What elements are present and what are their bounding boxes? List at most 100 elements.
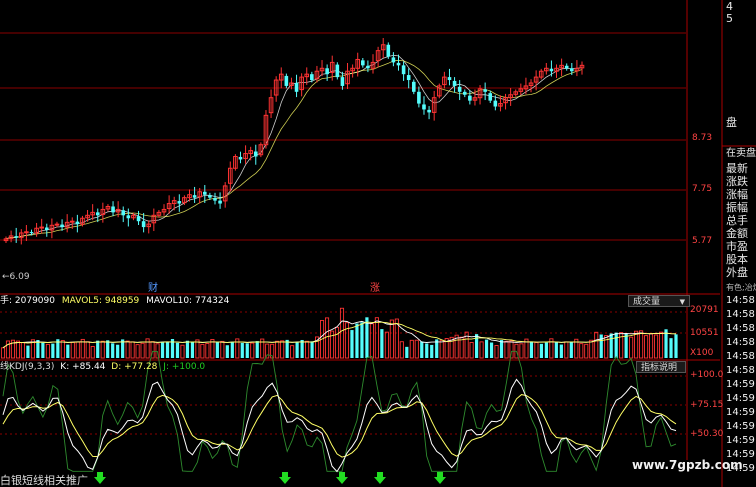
kdj-axis-label: +75.15 [690,400,724,410]
volume-bars[interactable] [0,307,678,359]
watermark: www.7gpzb.com [632,458,743,472]
candle-body [278,73,284,81]
candle-body [284,75,289,86]
candle-body [406,75,411,81]
candle-body [171,200,177,205]
candle-body [24,231,29,234]
indicator-help-button[interactable]: 指标说明 [636,361,686,373]
volume-bar [664,329,668,358]
volume-bar [155,343,160,359]
candlestick-series[interactable] [3,37,585,245]
volume-bar [0,347,6,359]
volume-bar [70,341,75,359]
candle-body [503,97,508,104]
volume-bar [145,338,150,359]
candle-body [447,77,452,81]
volume-bar [494,345,499,359]
candle-body [136,216,141,222]
promo-link[interactable]: 白银短线相关推广 [0,474,88,487]
sidebar-pan: 盘 [726,116,737,129]
volume-bar [519,343,524,359]
volume-bar [324,317,330,359]
candle-body [273,79,279,96]
volume-bar [56,339,60,358]
candle-body [472,97,478,101]
volume-bar [66,344,70,358]
sidebar-item-total-hands: 总手 [726,214,748,227]
candle-body [401,65,406,75]
volume-bar [75,341,80,359]
volume-bar [130,341,135,359]
finance-marker[interactable]: 财 [148,283,158,294]
candle-body [513,91,519,95]
candle-body [422,104,426,110]
candle-body [483,89,487,92]
candle-body [498,103,503,107]
candle-body [564,65,569,69]
kdj-k: K: +85.44 [60,362,106,372]
candle-body [248,150,253,155]
candle-body [299,76,304,91]
volume-bar [629,336,634,359]
candle-body [508,94,513,99]
volume-bar [290,345,295,359]
volume-bar [350,330,354,358]
volume-bar [369,323,374,359]
volume-bar [329,330,335,359]
volume-bar [504,340,509,359]
candle-body [574,67,580,72]
volume-bar [474,334,479,358]
volume-bar [574,338,579,359]
volume-bar [80,338,85,359]
volume-bar [20,342,25,359]
candle-body [559,64,564,69]
candle-body [411,81,416,92]
candle-body [80,217,85,225]
candle-body [208,195,212,198]
volume-bar [344,322,350,359]
volume-bar [454,334,459,359]
candle-body [243,153,248,160]
limit-up-marker[interactable]: 涨 [370,283,380,294]
candle-body [151,214,157,224]
volume-bar [265,343,270,359]
volume-bar [300,339,304,358]
sidebar-entrust: 在卖盘! [726,148,756,159]
volume-bar [619,332,624,359]
volume-bar [479,341,484,359]
candle-body [187,194,192,199]
volume-bar [405,346,409,358]
candle-body [213,198,217,201]
indicator-selector[interactable]: 成交量 ▼ [628,295,690,307]
volume-bar [15,340,21,359]
candle-body [310,74,314,81]
candle-body [60,224,64,228]
volume-bar [355,323,359,358]
tick-time: 14:59 [726,379,755,390]
volume-bar [544,342,548,358]
candle-body [366,65,370,69]
volume-axis-label: 10551 [690,328,719,338]
candle-body [258,144,264,156]
candle-body [355,58,361,69]
volume-bar [195,339,200,359]
sidebar-item-pe: 市盈 [726,240,748,253]
volume-bar [365,317,369,358]
price-axis-label: 5.77 [692,236,713,246]
volume-bar [235,338,240,359]
volume-bar [215,342,219,358]
indicator-selector-label: 成交量 [633,297,661,307]
candle-body [111,206,115,213]
volume-bar [529,341,534,358]
candle-body [345,70,350,85]
volume-bar [539,343,543,358]
candle-body [431,97,437,113]
volume-bar [509,340,514,359]
volume-ma5: MAVOL5: 948959 [61,296,140,306]
candle-body [85,214,90,219]
volume-bar [135,344,140,359]
down-arrow-icon [279,472,291,484]
volume-bar [160,342,165,358]
kdj-d: D: +77.28 [111,362,158,372]
